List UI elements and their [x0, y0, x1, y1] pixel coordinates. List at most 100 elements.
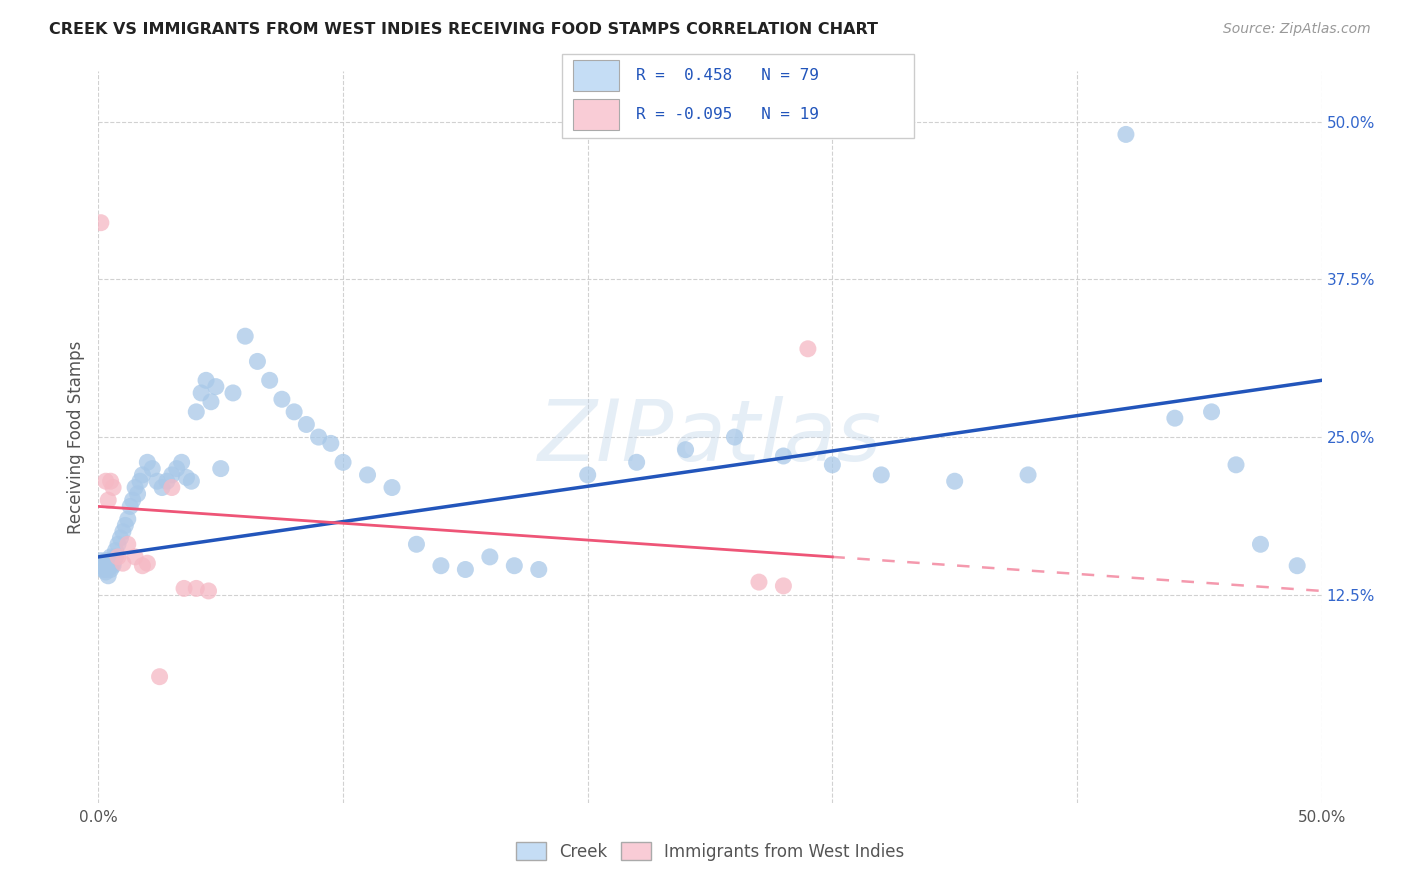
Point — [107, 549, 129, 564]
Point — [129, 474, 152, 488]
Point — [186, 582, 208, 596]
Point — [478, 549, 501, 564]
Point — [233, 329, 256, 343]
Point — [772, 579, 794, 593]
Point — [160, 481, 183, 495]
Point — [131, 467, 153, 482]
Point — [97, 554, 120, 568]
FancyBboxPatch shape — [574, 61, 619, 91]
Point — [527, 562, 550, 576]
Point — [200, 394, 222, 409]
Point — [146, 474, 169, 488]
Point — [100, 474, 122, 488]
Point — [111, 556, 134, 570]
Point — [150, 481, 173, 495]
Point — [120, 500, 142, 514]
Point — [381, 481, 404, 495]
Point — [136, 455, 159, 469]
Point — [101, 558, 124, 573]
Point — [94, 565, 117, 579]
Point — [90, 554, 112, 568]
Text: CREEK VS IMMIGRANTS FROM WEST INDIES RECEIVING FOOD STAMPS CORRELATION CHART: CREEK VS IMMIGRANTS FROM WEST INDIES REC… — [49, 22, 879, 37]
Text: ZIPatlas: ZIPatlas — [538, 395, 882, 479]
Point — [405, 537, 427, 551]
Point — [156, 474, 179, 488]
Text: R =  0.458   N = 79: R = 0.458 N = 79 — [636, 68, 820, 83]
Point — [576, 467, 599, 482]
Point — [195, 373, 218, 387]
Point — [114, 518, 136, 533]
Point — [131, 558, 153, 573]
Point — [111, 524, 134, 539]
Point — [1249, 537, 1271, 551]
Point — [104, 549, 127, 564]
Point — [117, 512, 139, 526]
Point — [136, 556, 159, 570]
Point — [1164, 411, 1187, 425]
Text: R = -0.095   N = 19: R = -0.095 N = 19 — [636, 107, 820, 122]
Point — [332, 455, 354, 469]
Point — [246, 354, 269, 368]
Point — [797, 342, 820, 356]
Point — [91, 558, 114, 573]
Point — [430, 558, 453, 573]
Point — [110, 531, 132, 545]
FancyBboxPatch shape — [562, 54, 914, 138]
FancyBboxPatch shape — [574, 99, 619, 130]
Point — [723, 430, 745, 444]
Point — [121, 493, 143, 508]
Point — [1115, 128, 1137, 142]
Point — [308, 430, 330, 444]
Point — [319, 436, 342, 450]
Y-axis label: Receiving Food Stamps: Receiving Food Stamps — [66, 341, 84, 533]
Point — [173, 582, 195, 596]
Point — [675, 442, 697, 457]
Point — [176, 470, 198, 484]
Point — [943, 474, 966, 488]
Point — [186, 405, 208, 419]
Point — [101, 556, 124, 570]
Point — [94, 562, 117, 576]
Point — [97, 493, 120, 508]
Point — [1017, 467, 1039, 482]
Point — [259, 373, 281, 387]
Point — [149, 670, 172, 684]
Point — [166, 461, 188, 475]
Point — [94, 554, 117, 568]
Legend: Creek, Immigrants from West Indies: Creek, Immigrants from West Indies — [509, 836, 911, 868]
Point — [1286, 558, 1309, 573]
Point — [283, 405, 305, 419]
Point — [141, 461, 163, 475]
Point — [100, 558, 122, 573]
Point — [190, 386, 212, 401]
Point — [124, 481, 146, 495]
Point — [821, 458, 844, 472]
Point — [117, 537, 139, 551]
Point — [91, 556, 114, 570]
Point — [1201, 405, 1223, 419]
Point — [503, 558, 526, 573]
Point — [100, 562, 122, 576]
Point — [748, 575, 770, 590]
Point — [772, 449, 794, 463]
Point — [222, 386, 245, 401]
Point — [1225, 458, 1247, 472]
Point — [180, 474, 202, 488]
Point — [160, 467, 183, 482]
Point — [356, 467, 378, 482]
Point — [94, 558, 117, 573]
Point — [870, 467, 893, 482]
Point — [170, 455, 193, 469]
Text: Source: ZipAtlas.com: Source: ZipAtlas.com — [1223, 22, 1371, 37]
Point — [295, 417, 318, 432]
Point — [124, 549, 146, 564]
Point — [104, 543, 127, 558]
Point — [270, 392, 294, 407]
Point — [97, 558, 120, 573]
Point — [209, 461, 232, 475]
Point — [100, 549, 122, 564]
Point — [127, 487, 149, 501]
Point — [107, 537, 129, 551]
Point — [94, 474, 117, 488]
Point — [90, 216, 112, 230]
